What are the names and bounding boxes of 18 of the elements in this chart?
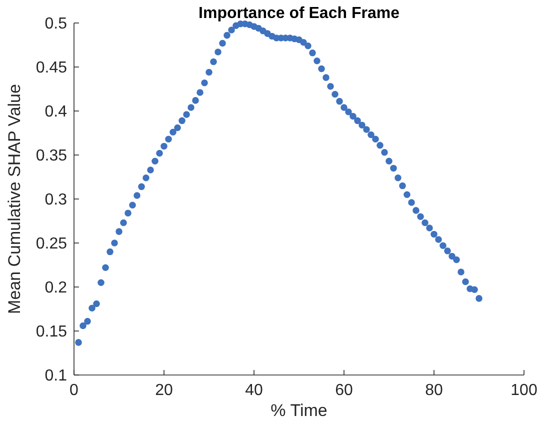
y-tick-label: 0.25 bbox=[36, 236, 68, 253]
x-tick-label: 80 bbox=[425, 382, 443, 399]
x-tick-label: 60 bbox=[335, 382, 353, 399]
y-tick-label: 0.5 bbox=[44, 16, 68, 33]
x-tick-label: 0 bbox=[70, 382, 79, 399]
y-tick-label: 0.45 bbox=[36, 60, 68, 77]
y-tick-label: 0.3 bbox=[44, 192, 68, 209]
x-tick-label: 20 bbox=[155, 382, 173, 399]
y-tick-label: 0.35 bbox=[36, 148, 68, 165]
x-tick-label: 40 bbox=[245, 382, 263, 399]
y-tick-label: 0.2 bbox=[44, 280, 68, 297]
y-tick-label: 0.4 bbox=[44, 104, 68, 121]
y-tick-label: 0.1 bbox=[44, 368, 68, 385]
y-tick-label: 0.15 bbox=[36, 324, 68, 341]
x-axis-title: % Time bbox=[270, 401, 328, 420]
y-axis-title: Mean Cumulative SHAP Value bbox=[5, 84, 24, 314]
x-tick-label: 100 bbox=[510, 382, 538, 399]
chart-title: Importance of Each Frame bbox=[198, 5, 400, 22]
